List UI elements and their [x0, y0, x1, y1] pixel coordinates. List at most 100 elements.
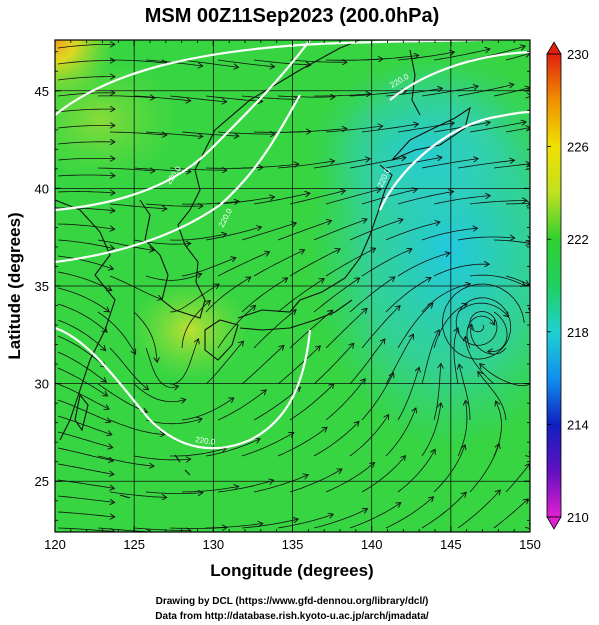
coastline-sakhalin: [409, 49, 421, 116]
streamline: [457, 401, 467, 457]
streamline: [397, 52, 453, 61]
streamline: [349, 158, 405, 169]
streamline: [397, 450, 435, 493]
streamline: [385, 222, 439, 241]
colorbar-tick-label: 214: [567, 417, 589, 432]
streamline: [397, 368, 419, 421]
streamline: [361, 456, 405, 493]
colorbar-tick-label: 210: [567, 510, 589, 525]
streamline: [205, 342, 243, 385]
x-tick-label: 125: [123, 537, 145, 552]
streamline: [454, 329, 458, 385]
streamline: [241, 519, 297, 529]
streamline: [421, 228, 477, 241]
streamline: [57, 175, 114, 176]
streamline: [109, 131, 166, 135]
streamline: [421, 493, 466, 529]
streamline: [289, 470, 341, 493]
streamline: [478, 372, 507, 421]
streamline: [217, 391, 265, 421]
colorbar: 210 214 218 222 226 230: [546, 41, 589, 530]
streamline: [57, 463, 113, 474]
streamline: [97, 383, 146, 412]
x-axis-title: Longitude (degrees): [210, 561, 373, 580]
streamline: [57, 511, 114, 517]
streamline: [493, 402, 502, 457]
streamline: [145, 131, 202, 136]
warm-corner: [55, 40, 115, 100]
streamline: [241, 346, 283, 385]
y-tick-label: 25: [35, 474, 49, 489]
streamline: [181, 398, 233, 421]
streamline: [241, 95, 298, 100]
streamline: [493, 239, 530, 243]
streamline: [313, 220, 366, 241]
streamline: [505, 275, 528, 285]
streamline: [145, 492, 202, 494]
streamline: [421, 331, 439, 385]
streamline: [253, 193, 309, 205]
coastline-korea: [139, 129, 216, 319]
streamline: [469, 122, 525, 133]
streamline: [397, 253, 449, 277]
streamline: [133, 311, 157, 361]
streamline: [57, 495, 114, 502]
map-panel: 220.0 220.0 220.0 220.0 220.0: [55, 40, 530, 532]
streamline: [253, 250, 304, 277]
streamline: [217, 197, 274, 205]
streamline: [349, 340, 384, 385]
streamline: [57, 109, 114, 113]
streamline: [505, 465, 529, 493]
streamline: [145, 419, 201, 425]
streamline: [57, 223, 114, 229]
streamline: [253, 475, 307, 493]
colorbar-max-triangle: [546, 41, 562, 55]
streamline: [57, 335, 105, 366]
streamline: [57, 415, 111, 434]
streamline: [57, 399, 110, 422]
streamline: [349, 415, 388, 457]
streamline: [325, 189, 380, 205]
streamline: [217, 252, 269, 277]
streamline: [145, 204, 202, 206]
streamline: [361, 374, 393, 421]
colorbar-tick-label: 222: [567, 232, 589, 247]
y-axis: 25 30 35 40 45: [35, 51, 530, 521]
streamline: [109, 419, 164, 435]
streamline: [97, 455, 153, 466]
streamline: [433, 365, 441, 421]
streamline: [421, 86, 477, 97]
lat-lon-grid: [55, 40, 530, 532]
colorbar-tick-label: 218: [567, 325, 589, 340]
streamline: [133, 383, 185, 402]
streamline: [480, 364, 530, 387]
streamline: [385, 278, 430, 313]
streamline: [385, 409, 416, 457]
streamline: [277, 515, 332, 529]
streamline: [325, 126, 382, 133]
streamline: [289, 60, 346, 62]
streamline: [241, 279, 287, 313]
streamline: [313, 509, 367, 529]
streamline: [169, 95, 226, 102]
streamline: [57, 192, 114, 193]
map-title: MSM 00Z11Sep2023 (200.0hPa): [145, 5, 440, 27]
streamline: [57, 447, 113, 461]
coastline-russia: [214, 40, 361, 131]
streamline: [289, 129, 346, 133]
streamline: [397, 192, 453, 205]
streamline: [277, 428, 326, 457]
streamline: [133, 528, 190, 531]
colorbar-min-triangle: [546, 516, 562, 530]
streamline: [241, 223, 295, 241]
streamline: [325, 249, 375, 277]
streamline: [57, 351, 106, 382]
streamline: [57, 61, 114, 65]
streamline: [133, 167, 190, 172]
cyclone-spiral: [441, 283, 525, 360]
credit-data: Data from http://database.rish.kyoto-u.a…: [155, 611, 429, 622]
x-tick-label: 150: [519, 537, 541, 552]
streamline: [433, 446, 465, 493]
streamline: [217, 306, 255, 349]
